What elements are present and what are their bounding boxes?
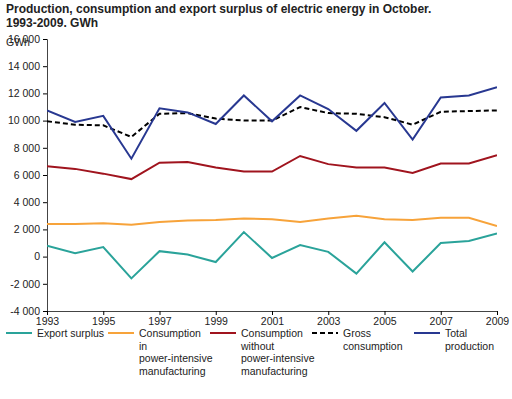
y-axis: -4 000-2 00002 0004 0006 0008 00010 0001… [8,33,48,317]
y-tick-label: 0 [34,250,40,262]
x-tick-label: 2001 [261,315,285,327]
y-tick-mark [43,202,47,203]
x-tick-mark [497,311,498,315]
x-tick-label: 1999 [205,315,229,327]
legend-swatch [414,332,440,334]
legend-swatch [6,332,32,334]
series-line [47,155,497,179]
y-tick-mark [43,148,47,149]
legend-swatch [210,332,236,334]
series-line [47,216,497,226]
legend-label: Consumptionwithoutpower-intensivemanufac… [240,327,315,377]
legend-item: Grossconsumption [312,327,403,352]
x-tick: 2003 [317,311,341,327]
x-tick-mark [47,311,48,315]
legend-swatch [312,332,338,334]
y-tick-mark [43,66,47,67]
legend-item: Consumptionwithoutpower-intensivemanufac… [210,327,315,377]
x-tick-label: 1995 [92,315,116,327]
x-tick-label: 1993 [36,315,60,327]
legend-item: Consumptioninpower-intensivemanufacturin… [108,327,213,377]
legend-item: Export surplus [6,327,104,339]
y-tick: 14 000 [8,60,47,72]
y-tick-mark [43,311,47,312]
x-tick-mark [441,311,442,315]
legend-label: Totalproduction [445,327,494,352]
x-tick: 1997 [148,311,172,327]
y-tick-label: 2 000 [14,223,40,235]
y-tick-label: 4 000 [14,196,40,208]
y-tick-mark [43,284,47,285]
y-tick-mark [43,229,47,230]
x-tick-mark [272,311,273,315]
x-tick: 1995 [92,311,116,327]
y-tick-label: -2 000 [10,278,40,290]
y-tick: 2 000 [14,223,47,235]
x-tick-mark [385,311,386,315]
legend: Export surplus Consumptioninpower-intensi… [6,327,494,377]
y-tick-label: 6 000 [14,169,40,181]
y-tick-mark [43,39,47,40]
x-tick-label: 2009 [486,315,510,327]
y-tick: 12 000 [8,87,47,99]
x-axis: 1993 1995 1997 1999 2001 2003 2005 2007 2009 [36,311,510,327]
y-tick-mark [43,121,47,122]
x-tick-label: 2003 [317,315,341,327]
y-tick-label: 12 000 [8,87,40,99]
y-tick: 0 [34,250,47,262]
legend-label: Export surplus [37,327,104,339]
series-line [47,87,497,158]
legend-item: Totalproduction [414,327,494,352]
x-tick: 2009 [486,311,510,327]
y-tick: 4 000 [14,196,47,208]
subtitle: 1993-2009. GWh [6,16,98,30]
y-tick-mark [43,175,47,176]
y-tick: -2 000 [10,278,47,290]
y-tick-label: 16 000 [8,33,40,45]
y-tick: 8 000 [14,142,47,154]
x-tick-mark [216,311,217,315]
series-line [47,232,497,278]
y-tick-mark [43,93,47,94]
legend-label: Consumptioninpower-intensivemanufacturin… [139,327,213,377]
legend-label: Grossconsumption [343,327,403,352]
x-tick: 1999 [205,311,229,327]
y-tick-mark [43,257,47,258]
x-tick: 2001 [261,311,285,327]
y-tick: 16 000 [8,33,47,45]
x-tick-mark [160,311,161,315]
x-tick: 2005 [373,311,397,327]
x-tick-label: 2005 [373,315,397,327]
x-tick-mark [328,311,329,315]
chart: Production, consumption and export surpl… [0,0,512,399]
x-tick: 1993 [36,311,60,327]
x-tick-label: 1997 [148,315,172,327]
legend-swatch [108,332,134,334]
x-tick-mark [103,311,104,315]
x-tick: 2007 [430,311,454,327]
plot-area [47,87,497,278]
y-tick: 10 000 [8,114,47,126]
y-tick-label: 14 000 [8,60,40,72]
y-tick: 6 000 [14,169,47,181]
y-axis-line [43,40,48,312]
title: Production, consumption and export surpl… [6,2,431,16]
y-tick-label: 10 000 [8,114,40,126]
y-tick-label: 8 000 [14,142,40,154]
x-tick-label: 2007 [430,315,454,327]
